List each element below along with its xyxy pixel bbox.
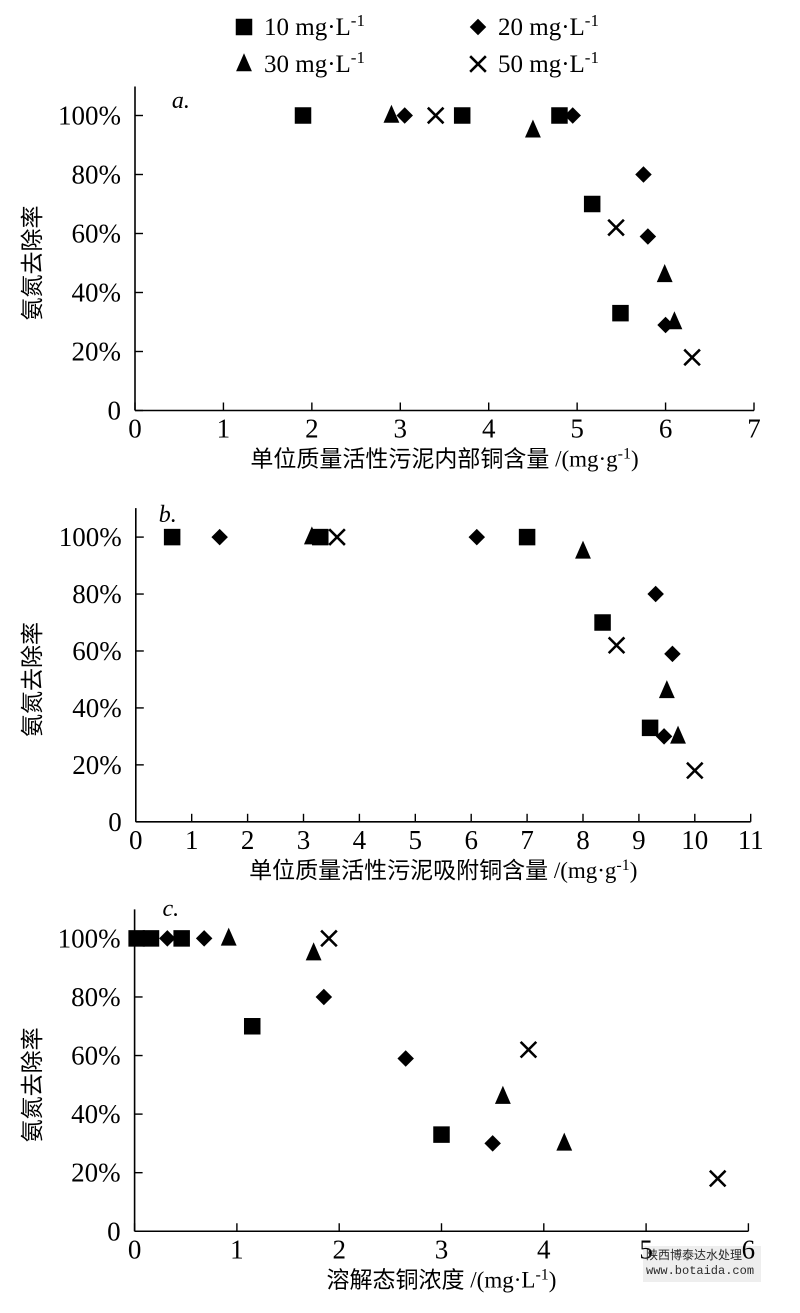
- svg-text:0: 0: [108, 807, 122, 837]
- svg-text:4: 4: [353, 825, 367, 855]
- svg-text:4: 4: [482, 414, 496, 444]
- svg-text:20%: 20%: [72, 750, 122, 780]
- svg-text:80%: 80%: [72, 579, 122, 609]
- svg-text:4: 4: [537, 1234, 551, 1264]
- svg-text:溶解态铜浓度 /(mg·L-1): 溶解态铜浓度 /(mg·L-1): [327, 1266, 557, 1292]
- svg-text:0: 0: [128, 1234, 142, 1264]
- svg-text:40%: 40%: [72, 693, 122, 723]
- svg-text:30 mg·L-1: 30 mg·L-1: [264, 48, 365, 78]
- svg-text:100%: 100%: [59, 522, 122, 552]
- svg-text:2: 2: [332, 1234, 346, 1264]
- svg-text:1: 1: [217, 414, 231, 444]
- svg-text:10: 10: [681, 825, 708, 855]
- svg-text:60%: 60%: [71, 1041, 121, 1071]
- svg-text:40%: 40%: [71, 1099, 121, 1129]
- svg-text:20%: 20%: [71, 1158, 121, 1188]
- svg-text:3: 3: [394, 414, 408, 444]
- svg-text:0: 0: [129, 825, 143, 855]
- svg-text:6: 6: [464, 825, 478, 855]
- svg-text:0: 0: [108, 396, 122, 426]
- svg-text:氨氮去除率: 氨氮去除率: [20, 1027, 45, 1142]
- svg-text:60%: 60%: [72, 219, 122, 249]
- svg-text:0: 0: [128, 414, 142, 444]
- svg-text:9: 9: [632, 825, 646, 855]
- svg-text:c.: c.: [163, 896, 180, 922]
- svg-text:0: 0: [107, 1216, 121, 1246]
- svg-text:3: 3: [435, 1234, 449, 1264]
- svg-text:7: 7: [520, 825, 534, 855]
- svg-text:5: 5: [409, 825, 423, 855]
- svg-text:11: 11: [738, 825, 764, 855]
- svg-text:7: 7: [747, 414, 761, 444]
- svg-text:b.: b.: [159, 502, 177, 528]
- svg-text:5: 5: [570, 414, 584, 444]
- svg-text:50 mg·L-1: 50 mg·L-1: [498, 48, 599, 78]
- svg-text:10 mg·L-1: 10 mg·L-1: [264, 11, 365, 41]
- svg-text:单位质量活性污泥吸附铜含量 /(mg·g-1): 单位质量活性污泥吸附铜含量 /(mg·g-1): [249, 857, 637, 883]
- svg-text:100%: 100%: [58, 923, 121, 953]
- svg-text:60%: 60%: [72, 636, 122, 666]
- svg-text:氨氮去除率: 氨氮去除率: [20, 206, 45, 321]
- svg-text:2: 2: [305, 414, 319, 444]
- svg-text:单位质量活性污泥内部铜含量 /(mg·g-1): 单位质量活性污泥内部铜含量 /(mg·g-1): [250, 446, 638, 472]
- svg-text:1: 1: [185, 825, 199, 855]
- svg-text:a.: a.: [172, 88, 190, 114]
- svg-text:6: 6: [659, 414, 673, 444]
- svg-text:20%: 20%: [72, 337, 122, 367]
- svg-text:80%: 80%: [71, 982, 121, 1012]
- svg-text:3: 3: [297, 825, 311, 855]
- svg-text:40%: 40%: [72, 278, 122, 308]
- svg-text:2: 2: [241, 825, 255, 855]
- svg-text:80%: 80%: [72, 160, 122, 190]
- svg-text:8: 8: [576, 825, 590, 855]
- svg-text:1: 1: [230, 1234, 244, 1264]
- svg-text:100%: 100%: [58, 101, 121, 131]
- svg-text:20 mg·L-1: 20 mg·L-1: [498, 11, 599, 41]
- svg-text:氨氮去除率: 氨氮去除率: [20, 622, 45, 737]
